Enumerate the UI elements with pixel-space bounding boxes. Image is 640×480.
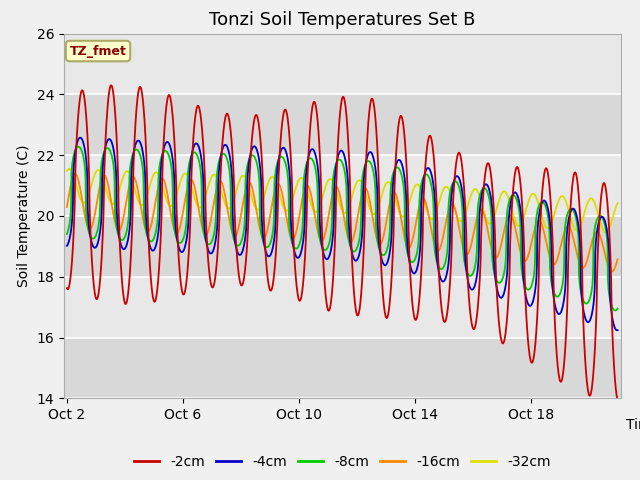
X-axis label: Time: Time [626,419,640,432]
Text: TZ_fmet: TZ_fmet [70,45,127,58]
Legend: -2cm, -4cm, -8cm, -16cm, -32cm: -2cm, -4cm, -8cm, -16cm, -32cm [129,449,556,474]
Title: Tonzi Soil Temperatures Set B: Tonzi Soil Temperatures Set B [209,11,476,29]
Bar [64,337,621,398]
Bar [64,216,621,277]
Bar [64,277,621,337]
Bar [64,34,621,95]
Bar [64,155,621,216]
Bar [64,95,621,155]
Y-axis label: Soil Temperature (C): Soil Temperature (C) [17,145,31,287]
